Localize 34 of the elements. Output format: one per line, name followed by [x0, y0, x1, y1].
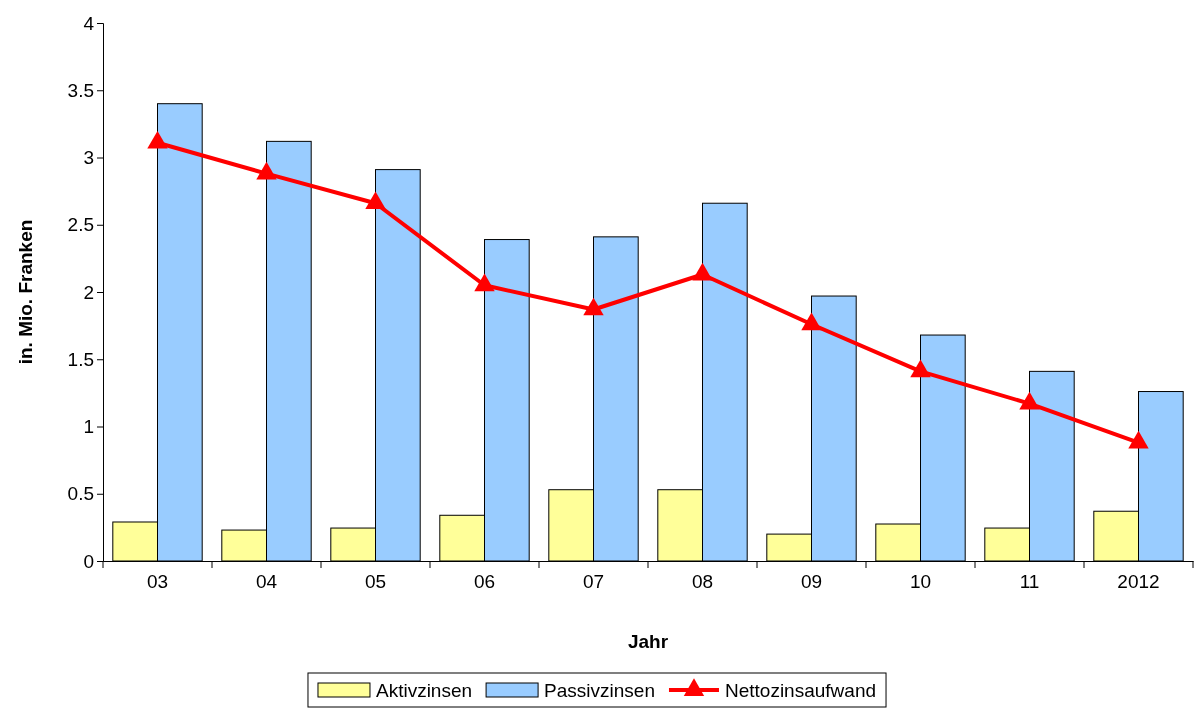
y-tick-label: 1: [83, 416, 94, 438]
legend-label: Aktivzinsen: [375, 680, 473, 701]
point: [474, 273, 495, 292]
y-tick-label: 2.5: [67, 214, 94, 236]
point: [1128, 430, 1149, 449]
y-tick-label: 0.5: [67, 483, 94, 505]
x-tick-label: 05: [364, 571, 387, 593]
x-tick-label: 06: [473, 571, 496, 593]
x-tick-label: 08: [691, 571, 714, 593]
y-tick-label: 2: [83, 281, 94, 303]
point: [910, 359, 931, 378]
legend-label: Nettozinsaufwand: [724, 680, 877, 701]
x-tick-label: 04: [255, 571, 278, 593]
point: [801, 312, 822, 331]
point: [692, 262, 713, 281]
y-axis-title: in. Mio. Franken: [15, 219, 36, 365]
y-tick-label: 0: [83, 550, 94, 572]
y-tick-label: 3.5: [67, 79, 94, 101]
y-tick-label: 3: [83, 147, 94, 169]
y-tick-label: 4: [83, 12, 95, 34]
y-tick-label: 1.5: [67, 348, 94, 370]
point: [256, 161, 277, 180]
legend-label: Passivzinsen: [544, 680, 655, 701]
x-tick-label: 09: [800, 571, 823, 593]
point: [1019, 391, 1040, 410]
point: [365, 191, 386, 210]
x-tick-label: 11: [1019, 571, 1040, 593]
x-axis-title: Jahr: [627, 631, 669, 652]
x-tick-label: 03: [146, 571, 169, 593]
x-tick-label: 07: [582, 571, 605, 593]
point: [147, 130, 168, 149]
x-tick-label: 10: [909, 571, 932, 593]
x-tick-label: 2012: [1117, 571, 1160, 593]
point: [583, 297, 604, 316]
